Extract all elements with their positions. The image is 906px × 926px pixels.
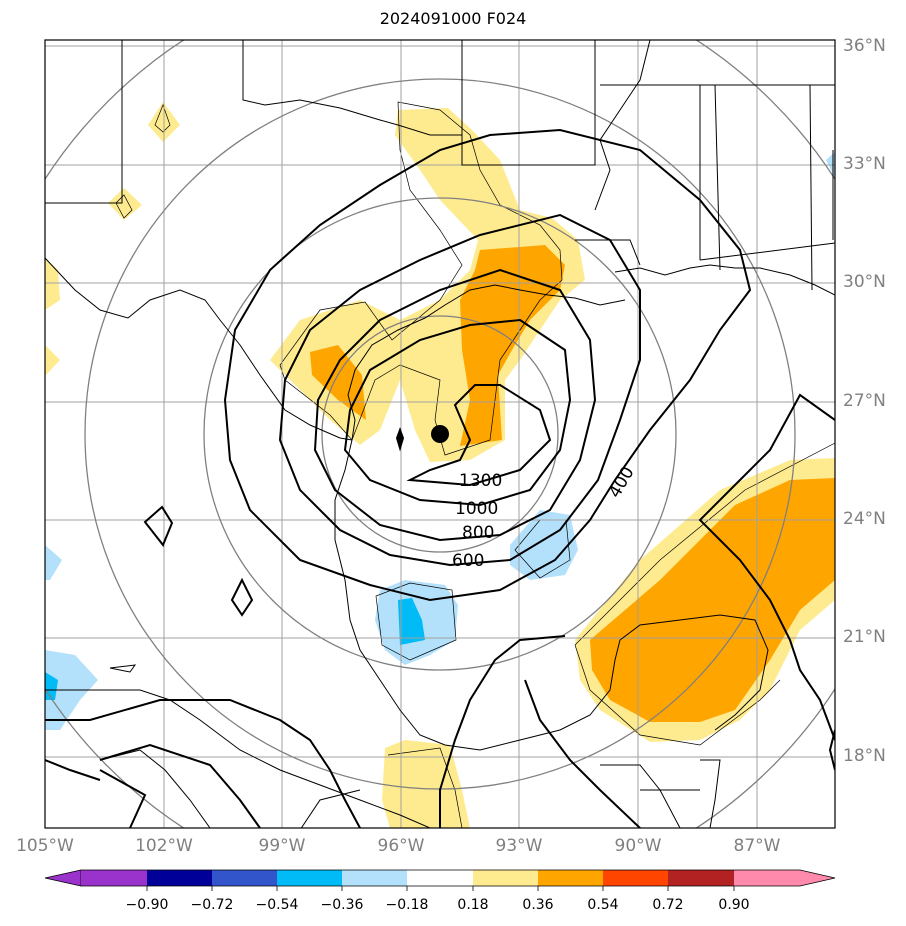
lat-label-36n: 36°N	[843, 36, 886, 56]
colorbar-cell-5	[342, 870, 407, 886]
lon-label-102w: 102°W	[135, 836, 193, 856]
lon-label-105w: 105°W	[16, 836, 74, 856]
colorbar-cell-8	[538, 870, 603, 886]
colorbar-cell-4	[277, 870, 342, 886]
contour-label-1000: 1000	[455, 499, 498, 519]
map-title: 2024091000 F024	[379, 9, 527, 28]
coastlines-and-borders	[45, 40, 835, 828]
colorbar-tick-label: 0.54	[587, 897, 619, 913]
colorbar-tick-label: −0.54	[255, 897, 299, 913]
lat-label-30n: 30°N	[843, 272, 886, 292]
lon-label-93w: 93°W	[495, 836, 543, 856]
colorbar-tick-label: 0.18	[457, 897, 489, 913]
lat-label-18n: 18°N	[843, 746, 886, 766]
lon-label-99w: 99°W	[258, 836, 306, 856]
colorbar-tick-label: 0.90	[718, 897, 750, 913]
colorbar-cell-3	[212, 870, 277, 886]
colorbar-cell-1	[81, 870, 147, 886]
lon-label-96w: 96°W	[377, 836, 425, 856]
colorbar-cell-6	[407, 870, 473, 886]
contour-label-600: 600	[452, 551, 484, 571]
colorbar-tick-label: 0.36	[522, 897, 554, 913]
contour-label-800: 800	[462, 523, 494, 543]
colorbar-cell-over	[734, 870, 835, 886]
contour-label-1300: 1300	[459, 471, 502, 491]
graticule	[45, 40, 835, 828]
colorbar-tick-label: 0.72	[652, 897, 684, 913]
colorbar-tick-label: −0.90	[125, 897, 169, 913]
colorbar-tick-label: −0.72	[190, 897, 234, 913]
colorbar-cell-under	[44, 869, 82, 887]
map-plot-area: 1300 1000 800 600 400	[45, 40, 835, 828]
colorbar-cell-10	[668, 870, 734, 886]
colorbar-cell-2	[147, 870, 212, 886]
contour-lines	[45, 128, 835, 828]
lat-label-33n: 33°N	[843, 154, 886, 174]
lon-label-90w: 90°W	[614, 836, 662, 856]
lat-label-24n: 24°N	[843, 509, 886, 529]
lat-label-27n: 27°N	[843, 391, 886, 411]
storm-center-marker	[431, 425, 449, 443]
map-frame	[44, 39, 836, 829]
colorbar-cell-9	[603, 870, 668, 886]
lat-label-21n: 21°N	[843, 627, 886, 647]
colorbar-tick-label: −0.36	[320, 897, 364, 913]
contour-label-400: 400	[605, 463, 639, 501]
colorbar-tick-label: −0.18	[385, 897, 429, 913]
colorbar	[44, 869, 836, 891]
lon-label-87w: 87°W	[733, 836, 781, 856]
colorbar-cell-7	[473, 870, 538, 886]
